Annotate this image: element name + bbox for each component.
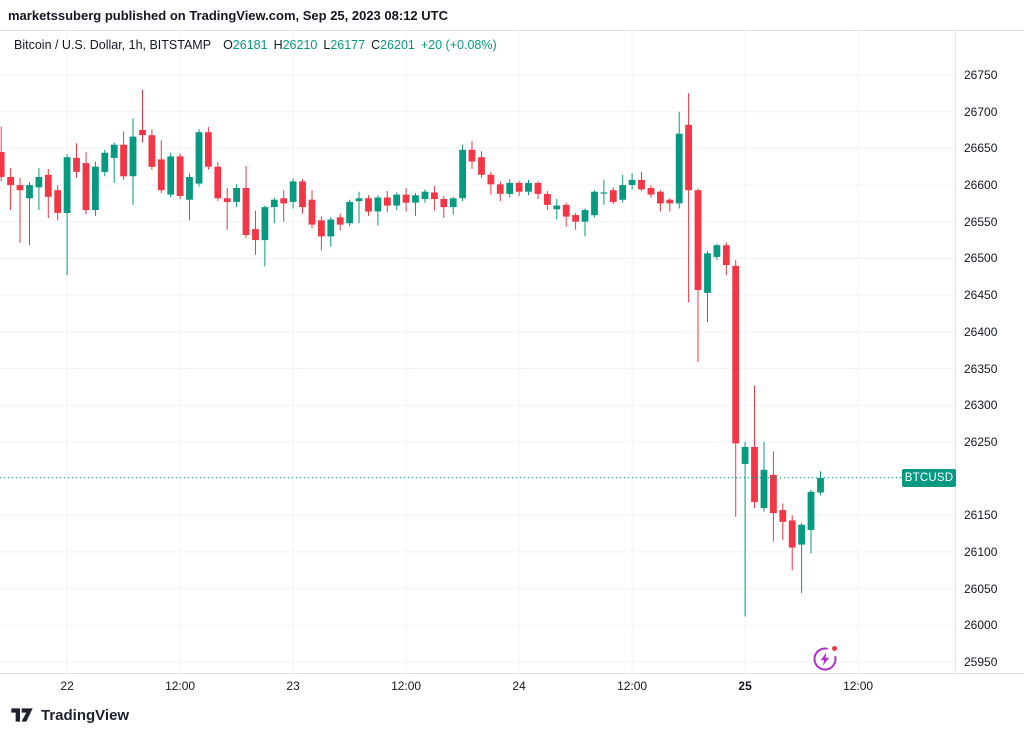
time-axis-label: 24 bbox=[512, 679, 526, 693]
time-axis-label: 23 bbox=[286, 679, 300, 693]
symbol-title: Bitcoin / U.S. Dollar, 1h, BITSTAMP bbox=[14, 38, 212, 52]
attribution-text: marketssuberg published on TradingView.c… bbox=[8, 7, 448, 23]
price-axis-label: 26250 bbox=[964, 434, 998, 449]
change-value: +20 (+0.08%) bbox=[420, 38, 497, 52]
notification-dot bbox=[831, 645, 838, 652]
price-axis-label: 25950 bbox=[964, 655, 998, 669]
price-axis-label: 26150 bbox=[964, 508, 998, 523]
time-axis-label: 12:00 bbox=[617, 679, 648, 693]
price-axis-label: 26450 bbox=[964, 288, 998, 303]
ohlc-values: O26181 H26210 L26177 C26201 bbox=[223, 38, 415, 52]
tradingview-logo-text[interactable]: TradingView bbox=[41, 706, 130, 724]
price-axis-label: 26700 bbox=[964, 104, 998, 119]
time-axis-label: 12:00 bbox=[843, 679, 874, 693]
time-axis-label: 12:00 bbox=[391, 679, 422, 693]
price-axis-label: 26300 bbox=[964, 398, 998, 413]
time-axis-label: 25 bbox=[738, 679, 752, 693]
price-axis-label: 26350 bbox=[964, 361, 998, 376]
time-axis[interactable]: 22 12:00 23 12:00 24 12:00 25 12:00 bbox=[0, 673, 1024, 697]
price-axis-label: 26000 bbox=[964, 618, 998, 633]
chart-legend: Bitcoin / U.S. Dollar, 1h, BITSTAMP O2618… bbox=[14, 38, 497, 52]
chart-widget: Bitcoin / U.S. Dollar, 1h, BITSTAMP O2618… bbox=[0, 31, 1024, 697]
price-axis-label: 26750 bbox=[964, 68, 998, 82]
logo-bar: TradingView bbox=[0, 698, 1024, 732]
price-axis-label: 26400 bbox=[964, 324, 998, 339]
time-axis-label: 12:00 bbox=[165, 679, 196, 693]
spark-icon[interactable] bbox=[812, 645, 838, 672]
price-axis-label: 26600 bbox=[964, 178, 998, 193]
attribution-bar: marketssuberg published on TradingView.c… bbox=[0, 0, 1024, 31]
price-axis-label: 26650 bbox=[964, 141, 998, 156]
price-axis-label: 26500 bbox=[964, 251, 998, 266]
candlestick-chart[interactable] bbox=[0, 31, 955, 673]
price-axis-label: 26550 bbox=[964, 214, 998, 229]
price-axis[interactable]: 26750 26700 26650 26600 26550 26500 26450 26400… bbox=[955, 31, 1024, 673]
symbol-badge: BTCUSD bbox=[902, 468, 956, 487]
time-axis-label: 22 bbox=[60, 679, 74, 693]
tradingview-logo-icon[interactable] bbox=[10, 705, 34, 725]
lightning-bolt-icon bbox=[813, 647, 837, 671]
price-axis-label: 26050 bbox=[964, 581, 998, 596]
price-axis-label: 26100 bbox=[964, 544, 998, 559]
